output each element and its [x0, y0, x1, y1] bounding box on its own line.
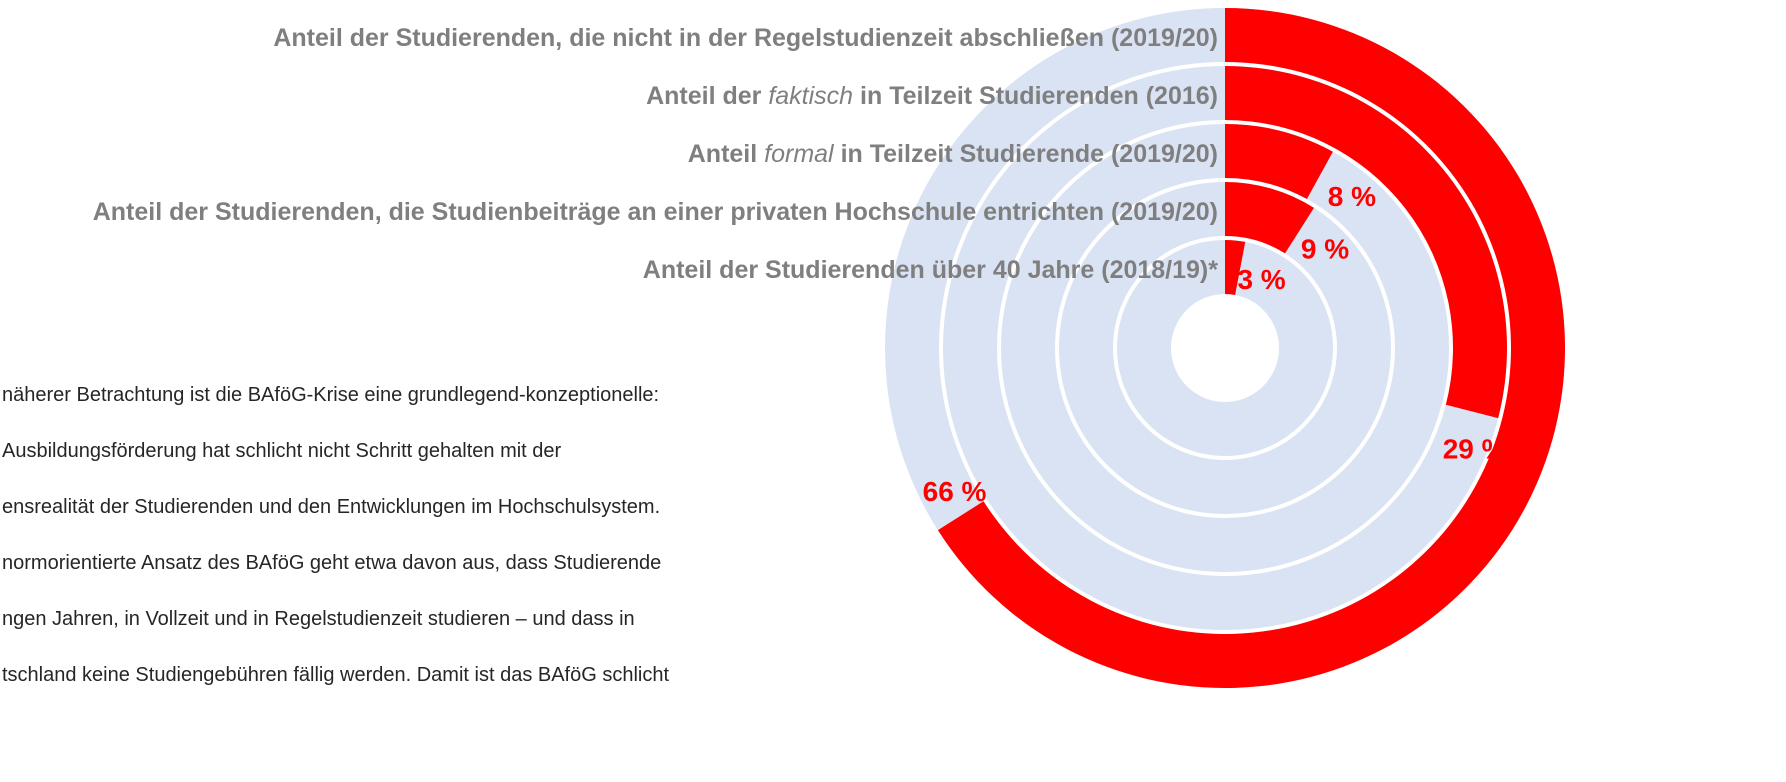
label-part: formal: [764, 140, 835, 168]
value-label: 66 %: [923, 476, 987, 507]
paragraph-line: ensrealität der Studierenden und den Ent…: [2, 496, 660, 518]
category-label: Anteil der Studierenden über 40 Jahre (2…: [643, 256, 1218, 284]
ring-bar: [1225, 240, 1246, 295]
label-part: Anteil: [688, 140, 764, 168]
ring-bar: [1225, 66, 1507, 419]
category-label: Anteil formal in Teilzeit Studierende (2…: [688, 140, 1218, 168]
paragraph-line: normorientierte Ansatz des BAföG geht et…: [2, 552, 661, 574]
paragraph-line: ngen Jahren, in Vollzeit und in Regelstu…: [2, 608, 635, 630]
value-label: 9 %: [1301, 233, 1349, 264]
label-part: Anteil der: [646, 82, 768, 110]
ring-bar: [1225, 124, 1333, 200]
paragraph-line: Ausbildungsförderung hat schlicht nicht …: [2, 440, 562, 462]
label-part: in Teilzeit Studierende (2019/20): [834, 140, 1218, 168]
value-label: 3 %: [1237, 264, 1285, 295]
value-label: 29 %: [1443, 434, 1507, 465]
value-label: 8 %: [1328, 181, 1376, 212]
paragraph-line: tschland keine Studiengebühren fällig we…: [2, 664, 669, 686]
ring-bar: [1225, 182, 1314, 254]
label-part: faktisch: [768, 82, 853, 110]
category-label: Anteil der Studierenden, die Studienbeit…: [93, 198, 1218, 226]
category-label: Anteil der faktisch in Teilzeit Studiere…: [646, 82, 1218, 110]
paragraph-line: näherer Betrachtung ist die BAföG-Krise …: [2, 384, 659, 406]
category-label: Anteil der Studierenden, die nicht in de…: [273, 24, 1218, 52]
label-part: in Teilzeit Studierenden (2016): [853, 82, 1218, 110]
